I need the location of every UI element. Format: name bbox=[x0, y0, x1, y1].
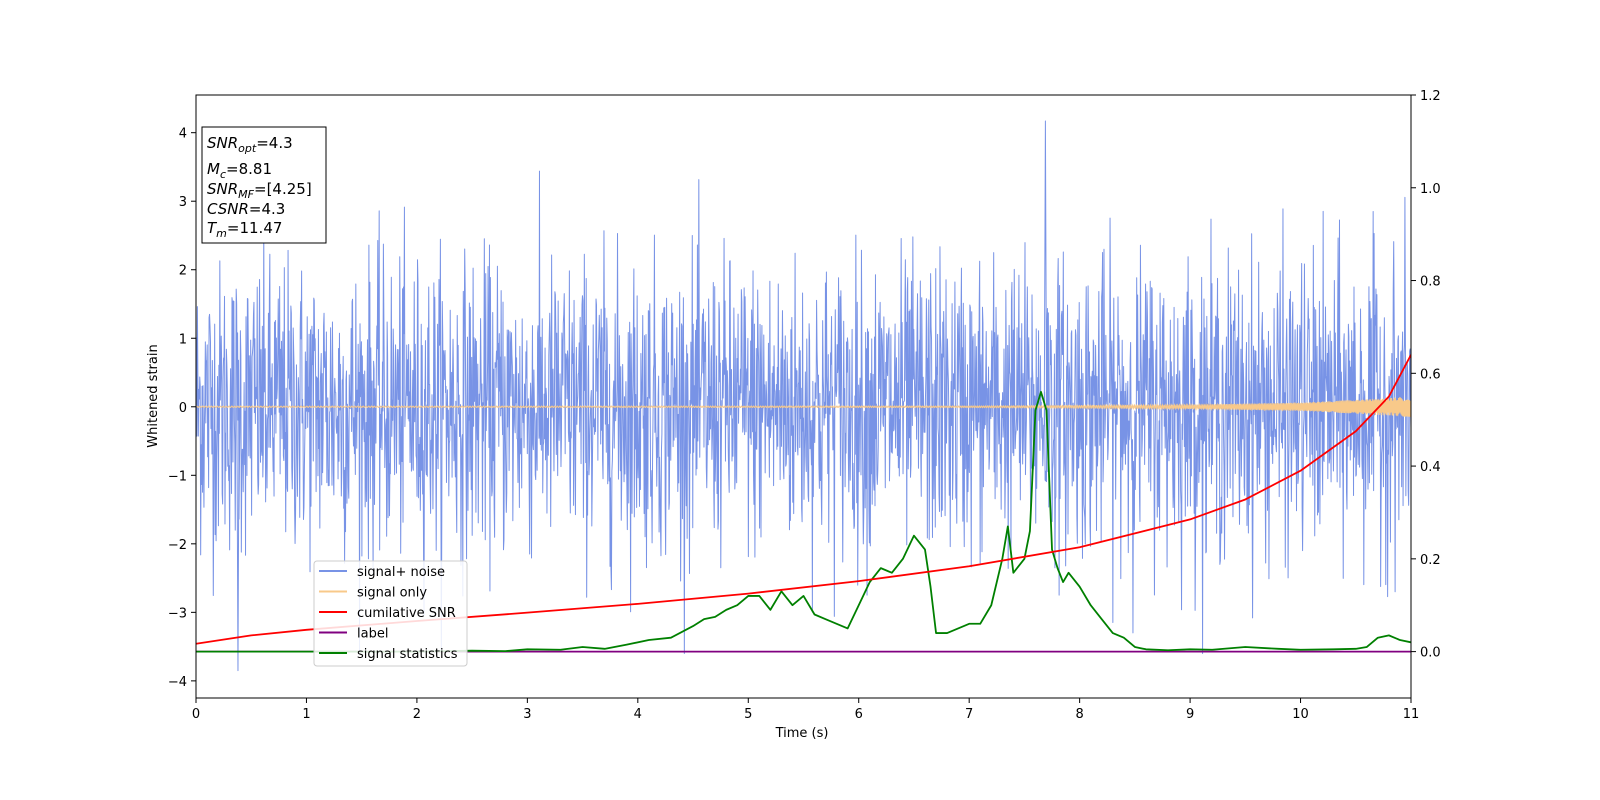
y-tick-label-right: 1.0 bbox=[1420, 182, 1441, 197]
legend-label: label bbox=[357, 627, 388, 642]
series-signal-noise bbox=[196, 120, 1411, 672]
y-tick-label-right: 0.0 bbox=[1420, 646, 1441, 661]
y-tick-label-left: −3 bbox=[168, 606, 187, 621]
y-tick-label-left: 4 bbox=[179, 127, 187, 142]
x-tick-label: 10 bbox=[1292, 707, 1309, 722]
info-snr-opt: SNRopt=4.3 bbox=[207, 134, 293, 155]
x-tick-label: 8 bbox=[1075, 707, 1083, 722]
x-tick-label: 7 bbox=[965, 707, 973, 722]
y-tick-label-left: −2 bbox=[168, 538, 187, 553]
legend: signal+ noise signal only cumilative SNR la… bbox=[313, 560, 468, 667]
legend-label: signal only bbox=[357, 586, 427, 601]
x-tick-label: 9 bbox=[1186, 707, 1194, 722]
info-mc: Mc=8.81 bbox=[207, 160, 272, 181]
y-tick-label-left: −1 bbox=[168, 469, 187, 484]
x-tick-label: 1 bbox=[302, 707, 310, 722]
x-tick-label: 3 bbox=[523, 707, 531, 722]
x-tick-label: 5 bbox=[744, 707, 752, 722]
plot-frame bbox=[195, 94, 1412, 699]
legend-frame bbox=[313, 560, 468, 667]
y-tick-label-left: 1 bbox=[179, 332, 187, 347]
x-tick-label: 2 bbox=[413, 707, 421, 722]
y-tick-label-right: 1.2 bbox=[1420, 89, 1441, 104]
x-tick-label: 11 bbox=[1403, 707, 1420, 722]
info-snr-mf: SNRMF=[4.25] bbox=[207, 180, 312, 201]
legend-label: signal+ noise bbox=[357, 565, 445, 580]
x-tick-label: 4 bbox=[634, 707, 642, 722]
x-tick-label: 0 bbox=[192, 707, 200, 722]
y-tick-label-right: 0.4 bbox=[1420, 460, 1441, 475]
info-tm: Tm=11.47 bbox=[207, 219, 282, 240]
y-tick-label-left: −4 bbox=[168, 675, 187, 690]
y-tick-label-right: 0.6 bbox=[1420, 367, 1441, 382]
x-axis-label: Time (s) bbox=[775, 726, 829, 741]
x-axis-ticks: 0 1 2 3 4 5 6 7 8 9 10 11 bbox=[192, 698, 1419, 722]
info-csnr: CSNR=4.3 bbox=[207, 200, 285, 218]
legend-items: signal+ noise signal only cumilative SNR la… bbox=[319, 565, 458, 662]
y-tick-label-left: 3 bbox=[179, 195, 187, 210]
y-axis-label: Whitened strain bbox=[146, 344, 161, 447]
y-tick-label-right: 0.8 bbox=[1420, 275, 1441, 290]
info-box-frame bbox=[201, 126, 327, 244]
y-tick-label-left: 0 bbox=[179, 401, 187, 416]
y-tick-label-right: 0.2 bbox=[1420, 553, 1441, 568]
right-y-axis-ticks: 0.0 0.2 0.4 0.6 0.8 1.0 1.2 bbox=[1411, 89, 1441, 661]
x-tick-label: 6 bbox=[855, 707, 863, 722]
legend-label: cumilative SNR bbox=[357, 606, 456, 621]
y-tick-label-left: 2 bbox=[179, 264, 187, 279]
series-signal-statistics bbox=[196, 390, 1411, 653]
legend-label: signal statistics bbox=[357, 647, 458, 662]
series-signal-only bbox=[196, 397, 1411, 418]
info-box: SNRopt=4.3 Mc=8.81 SNRMF=[4.25] CSNR=4.3… bbox=[201, 126, 327, 244]
left-y-axis-ticks: −4 −3 −2 −1 0 1 2 3 4 bbox=[168, 127, 196, 690]
